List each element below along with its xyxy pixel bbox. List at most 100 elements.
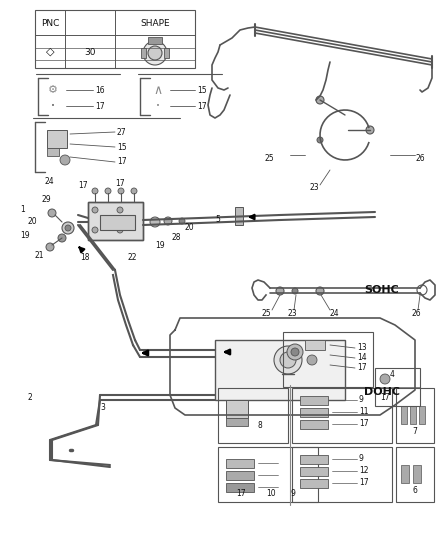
Text: 20: 20	[28, 217, 38, 227]
Bar	[47, 148, 59, 156]
Text: 9: 9	[358, 455, 363, 464]
Circle shape	[150, 217, 159, 227]
Text: 11: 11	[358, 408, 367, 416]
Text: PNC: PNC	[41, 19, 59, 28]
Circle shape	[92, 207, 98, 213]
Bar	[299, 467, 327, 476]
Bar	[218, 388, 287, 443]
Bar	[226, 483, 254, 492]
Bar	[226, 418, 247, 426]
Bar	[218, 447, 317, 502]
Text: 28: 28	[172, 233, 181, 243]
Bar	[47, 130, 67, 148]
Circle shape	[65, 225, 71, 231]
Circle shape	[315, 96, 323, 104]
Bar	[215, 340, 344, 400]
Text: 13: 13	[356, 343, 366, 352]
Text: DOHC: DOHC	[364, 387, 399, 397]
Text: ◇: ◇	[46, 47, 54, 57]
Text: 24: 24	[45, 177, 54, 187]
Bar	[226, 471, 254, 480]
Bar	[299, 396, 327, 405]
Bar	[412, 465, 420, 483]
Circle shape	[92, 227, 98, 233]
Text: 23: 23	[309, 183, 319, 192]
Text: 25: 25	[261, 309, 271, 318]
Bar	[400, 406, 406, 424]
Bar	[88, 202, 143, 240]
Text: 15: 15	[197, 85, 206, 94]
Bar	[291, 388, 391, 443]
Text: 4: 4	[389, 370, 394, 379]
Text: 19: 19	[20, 230, 29, 239]
Text: •: •	[155, 103, 159, 109]
Text: 17: 17	[197, 101, 206, 110]
Circle shape	[306, 355, 316, 365]
Bar	[418, 406, 424, 424]
Bar	[234, 207, 243, 225]
Bar	[400, 465, 408, 483]
Text: 5: 5	[215, 215, 219, 224]
Text: 22: 22	[128, 253, 137, 262]
Text: 16: 16	[95, 85, 104, 94]
Bar	[291, 447, 391, 502]
Circle shape	[143, 41, 166, 65]
Text: 26: 26	[411, 309, 420, 318]
Text: 17: 17	[78, 181, 88, 190]
Bar	[141, 48, 146, 58]
Text: 19: 19	[155, 240, 164, 249]
Bar	[299, 420, 327, 429]
Text: 17: 17	[117, 157, 126, 166]
Bar	[35, 10, 194, 68]
Text: 24: 24	[329, 309, 339, 318]
Text: •: •	[51, 103, 55, 109]
Text: 8: 8	[258, 422, 262, 431]
Circle shape	[316, 137, 322, 143]
Bar	[283, 332, 372, 387]
Bar	[148, 37, 162, 44]
Text: 17: 17	[356, 364, 366, 373]
Text: 7: 7	[412, 427, 417, 437]
Circle shape	[58, 234, 66, 242]
Bar	[100, 215, 135, 230]
Circle shape	[290, 348, 298, 356]
Text: 17: 17	[115, 179, 124, 188]
Text: 10: 10	[265, 489, 275, 498]
Bar	[88, 202, 143, 240]
Circle shape	[279, 352, 295, 368]
Circle shape	[117, 227, 123, 233]
Text: 15: 15	[117, 142, 126, 151]
Circle shape	[62, 222, 74, 234]
Circle shape	[131, 188, 137, 194]
Bar	[374, 368, 419, 406]
Circle shape	[92, 188, 98, 194]
Text: 17: 17	[236, 489, 245, 498]
Circle shape	[286, 344, 302, 360]
Bar	[299, 479, 327, 488]
Text: 20: 20	[184, 223, 194, 232]
Text: SOHC: SOHC	[364, 286, 398, 295]
Text: 1: 1	[20, 206, 25, 214]
Bar	[395, 388, 433, 443]
Bar	[299, 408, 327, 417]
Bar	[164, 48, 169, 58]
Bar	[226, 459, 254, 468]
Text: 6: 6	[412, 487, 417, 496]
Circle shape	[315, 287, 323, 295]
Text: ∧: ∧	[153, 84, 162, 96]
Circle shape	[105, 188, 111, 194]
Text: ⚙: ⚙	[48, 85, 58, 95]
Text: 25: 25	[265, 154, 274, 163]
Bar	[226, 400, 247, 418]
Text: SHAPE: SHAPE	[140, 19, 170, 28]
Text: 9: 9	[358, 395, 363, 405]
Circle shape	[291, 288, 297, 294]
Circle shape	[276, 287, 283, 295]
Bar	[395, 447, 433, 502]
Text: 9: 9	[290, 489, 295, 498]
Circle shape	[118, 188, 124, 194]
Circle shape	[48, 209, 56, 217]
Text: 21: 21	[35, 251, 44, 260]
Text: 26: 26	[415, 154, 425, 163]
Circle shape	[148, 46, 162, 60]
